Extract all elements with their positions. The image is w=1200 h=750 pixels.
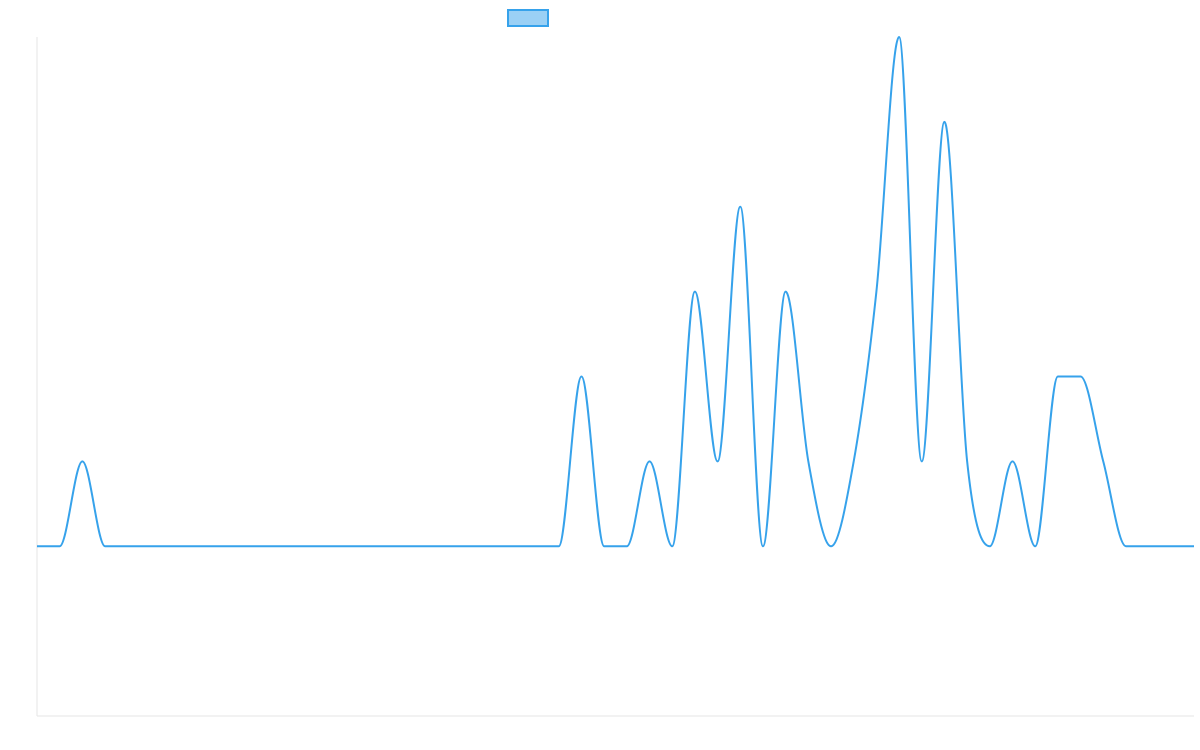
series-layer	[36, 36, 1194, 548]
legend[interactable]	[507, 9, 549, 27]
axes	[36, 37, 1194, 717]
series-line	[36, 36, 1194, 548]
legend-swatch[interactable]	[507, 9, 549, 27]
